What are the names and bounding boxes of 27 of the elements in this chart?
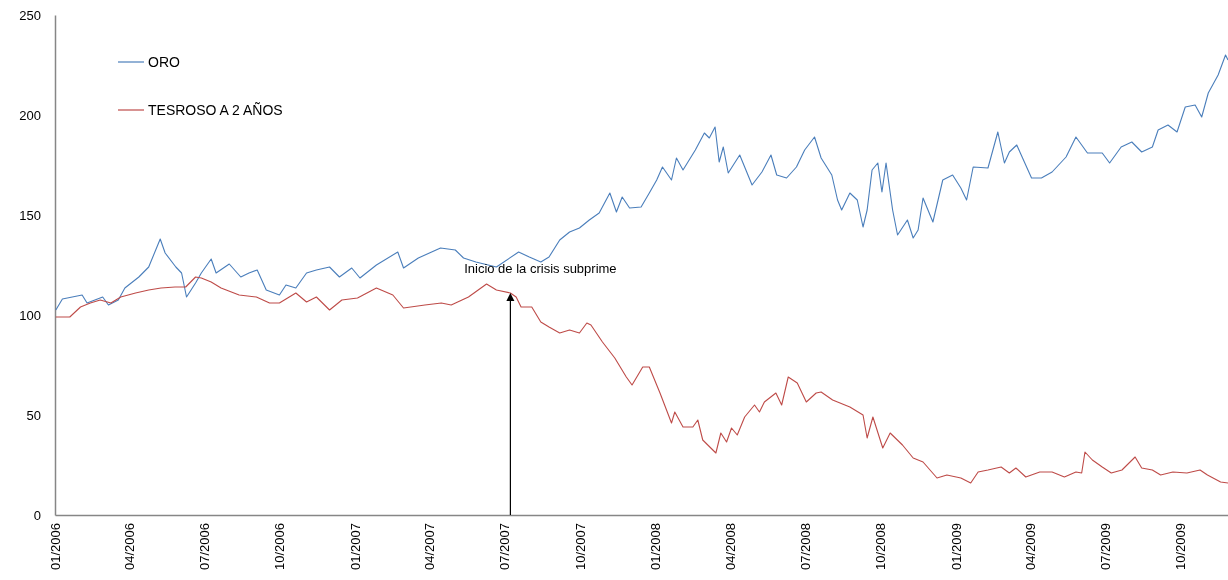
y-tick-label: 0: [33, 507, 41, 523]
x-tick-label: 10/2007: [572, 523, 588, 570]
line-series: [55, 54, 1228, 311]
x-tick-label: 10/2006: [272, 523, 288, 570]
y-tick-label: 50: [26, 407, 41, 423]
y-tick-label: 250: [19, 7, 41, 23]
x-tick-label: 04/2008: [722, 523, 738, 570]
x-tick-label: 04/2007: [422, 523, 438, 570]
x-tick-label: 10/2009: [1173, 523, 1189, 570]
y-tick-label: 150: [19, 207, 41, 223]
x-tick-label: 07/2008: [797, 523, 813, 570]
x-tick-label: 07/2006: [196, 523, 212, 570]
x-tick-label: 07/2007: [496, 523, 512, 570]
y-tick-label: 100: [19, 307, 41, 323]
x-tick-label: 04/2006: [122, 523, 138, 570]
annotation: Inicio de la crisis subprime: [464, 261, 617, 276]
x-tick-label: 01/2009: [948, 523, 964, 570]
x-tick-label: 07/2009: [1097, 523, 1113, 570]
legend-label: TESROSO A 2 AÑOS: [148, 101, 283, 118]
y-tick-label: 200: [19, 107, 41, 123]
x-tick-label: 01/2007: [348, 523, 364, 570]
x-tick-label: 01/2006: [48, 523, 64, 570]
x-tick-label: 01/2008: [648, 523, 664, 570]
x-tick-label: 10/2008: [873, 523, 889, 570]
legend-label: ORO: [148, 53, 180, 70]
x-tick-label: 04/2009: [1022, 523, 1038, 570]
line-series: [55, 276, 1228, 484]
